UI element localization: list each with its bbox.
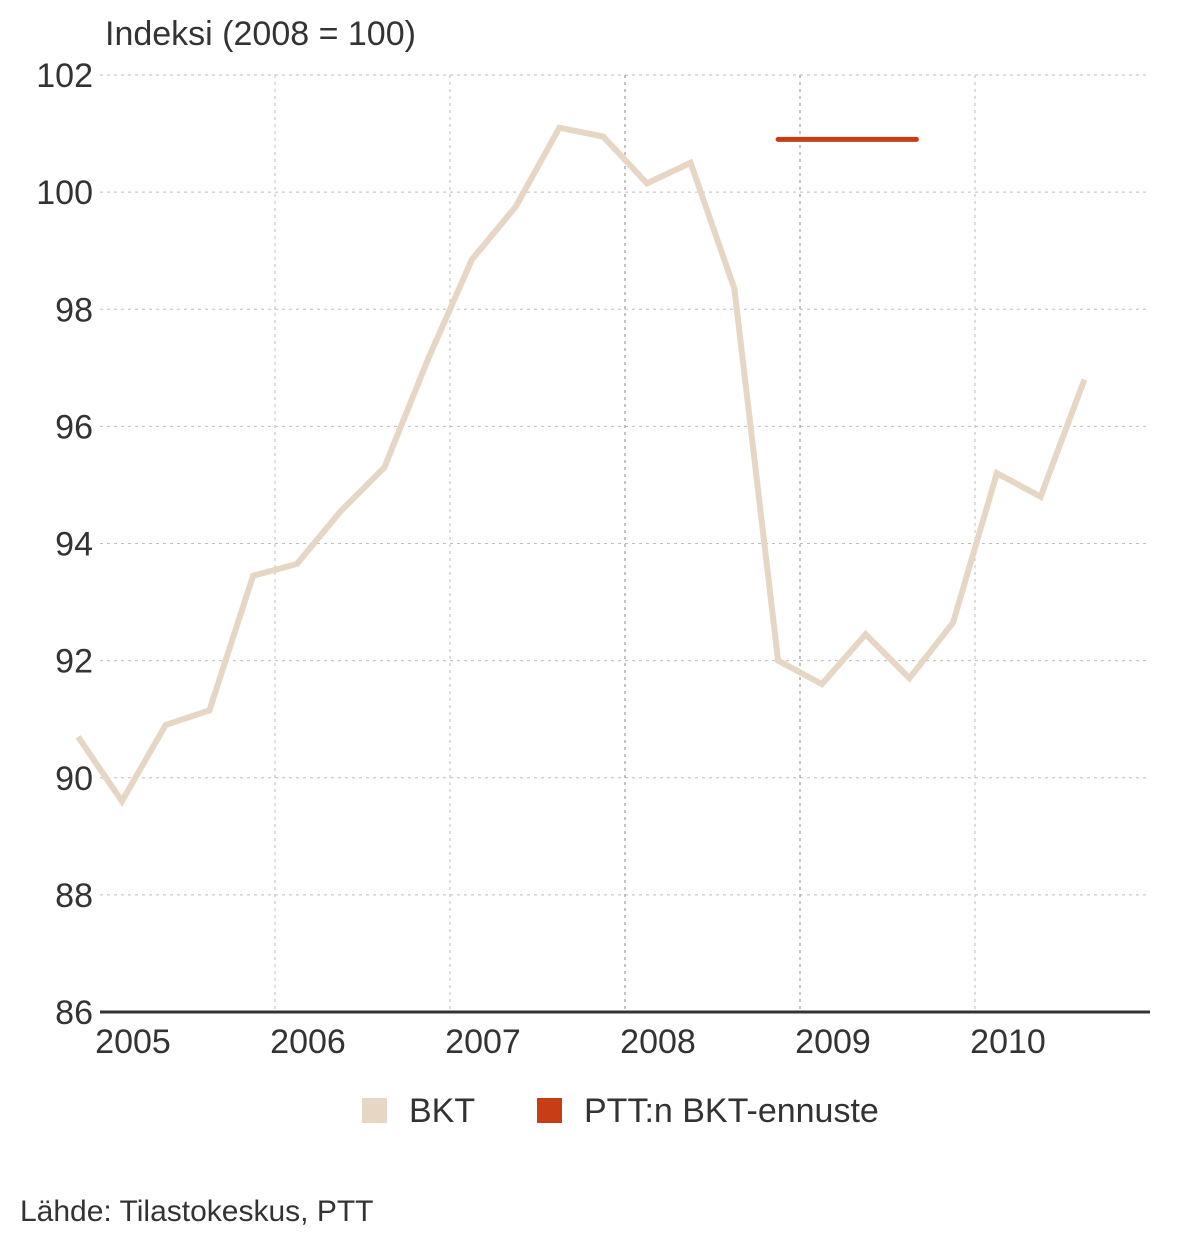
legend-swatch-ennuste [537, 1098, 562, 1123]
series-line-bkt [75, 124, 1088, 807]
series-lines [75, 124, 1088, 807]
legend: BKT PTT:n BKT-ennuste [362, 1092, 879, 1130]
x-tick-label: 2010 [970, 1023, 1046, 1061]
legend-label-ennuste: PTT:n BKT-ennuste [584, 1092, 879, 1130]
legend-swatch-bkt [362, 1098, 387, 1123]
y-axis-ticks: 86 88 90 92 94 96 98 100 102 [36, 57, 93, 1032]
y-tick-label: 98 [55, 291, 93, 329]
x-axis-ticks: 2005 2006 2007 2008 2009 2010 [95, 1023, 1046, 1061]
y-tick-label: 94 [55, 526, 93, 564]
x-tick-label: 2005 [95, 1023, 171, 1061]
y-axis-title: Indeksi (2008 = 100) [105, 15, 416, 53]
y-tick-label: 86 [55, 994, 93, 1032]
y-tick-label: 100 [36, 174, 93, 212]
y-tick-label: 88 [55, 877, 93, 915]
x-tick-label: 2007 [445, 1023, 521, 1061]
y-tick-label: 90 [55, 760, 93, 798]
y-tick-label: 96 [55, 408, 93, 446]
x-tick-label: 2009 [795, 1023, 871, 1061]
x-tick-label: 2006 [270, 1023, 346, 1061]
y-tick-label: 92 [55, 643, 93, 681]
legend-label-bkt: BKT [409, 1092, 475, 1130]
source-note: Lähde: Tilastokeskus, PTT [20, 1195, 374, 1228]
x-tick-label: 2008 [620, 1023, 696, 1061]
grid [100, 74, 1150, 1012]
y-tick-label: 102 [36, 57, 93, 95]
